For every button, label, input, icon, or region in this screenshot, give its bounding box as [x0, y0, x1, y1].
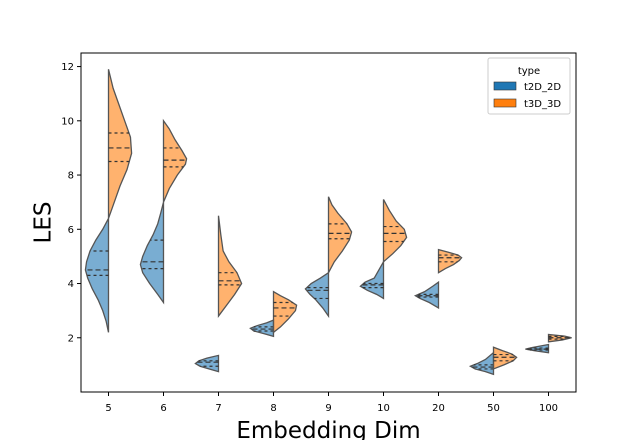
x-tick-label: 7	[215, 403, 221, 414]
violin-t2D_2D-6	[139, 201, 165, 305]
legend: type t2D_2D t3D_3D	[487, 57, 571, 115]
violin-t2D_2D-8	[249, 319, 275, 338]
violin-t2D_2D-5	[84, 218, 110, 333]
violin-t3D_3D-10	[382, 199, 408, 264]
x-axis-title: Embedding Dim	[236, 418, 420, 440]
violins-layer	[84, 69, 572, 376]
y-axis-ticks: 2 4 6 8 10 12	[61, 62, 81, 344]
violin-t2D_2D-7	[194, 354, 220, 373]
violin-t3D_3D-6	[162, 118, 188, 203]
violin-t2D_2D-9	[304, 271, 330, 319]
x-tick-label: 100	[539, 403, 558, 414]
violin-t3D_3D-7	[217, 215, 243, 319]
legend-label-t2D_2D: t2D_2D	[524, 82, 561, 93]
violin-t2D_2D-10	[359, 259, 385, 300]
violin-t3D_3D-20	[437, 248, 463, 274]
x-tick-label: 6	[160, 403, 166, 414]
violin-t3D_3D-50	[492, 346, 518, 370]
y-axis-title: LES	[31, 202, 57, 244]
y-tick-label: 10	[61, 116, 74, 127]
y-tick-label: 4	[68, 279, 74, 290]
x-tick-label: 8	[270, 403, 276, 414]
legend-swatch-t3D_3D	[493, 98, 517, 108]
x-tick-label: 50	[487, 403, 500, 414]
violin-t3D_3D-5	[107, 69, 133, 219]
legend-swatch-t2D_2D	[493, 81, 517, 91]
y-tick-label: 12	[61, 62, 74, 73]
x-axis-ticks: 5 6 7 8 9 10 20 50 100	[105, 392, 558, 414]
x-tick-label: 5	[105, 403, 111, 414]
violin-t2D_2D-20	[413, 280, 440, 310]
legend-title: type	[518, 66, 540, 77]
x-tick-label: 10	[377, 403, 390, 414]
x-tick-label: 20	[432, 403, 445, 414]
y-tick-label: 8	[68, 171, 74, 182]
legend-label-t3D_3D: t3D_3D	[524, 99, 561, 110]
violin-t3D_3D-8	[272, 290, 298, 334]
x-tick-label: 9	[325, 403, 331, 414]
violin-t2D_2D-50	[468, 351, 495, 376]
violin-t3D_3D-9	[327, 196, 353, 273]
y-tick-label: 6	[68, 225, 74, 236]
y-tick-label: 2	[68, 333, 74, 344]
